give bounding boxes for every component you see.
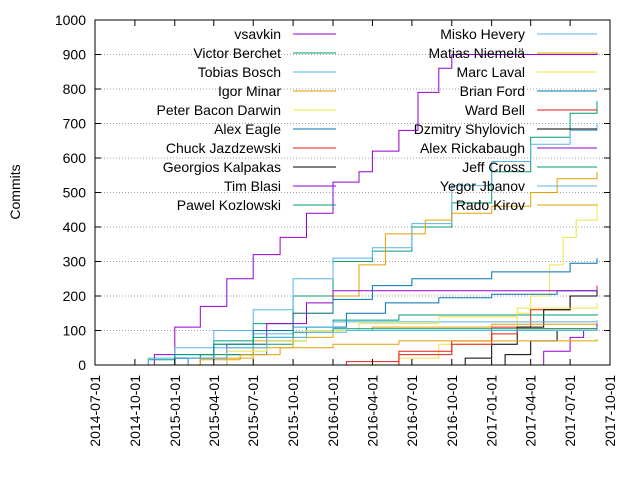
x-axis-ticks: 2014-07-01 2014-10-01 2015-01-01 2015-04-01…: [87, 20, 618, 447]
y-tick-label: 0: [78, 357, 86, 373]
series-lines: [134, 52, 598, 366]
x-tick-label: 2017-10-01: [602, 375, 618, 447]
legend-label: Yegor Jbanov: [440, 178, 525, 194]
x-tick-label: 2014-10-01: [127, 375, 143, 447]
series-line: [161, 339, 598, 366]
legend-label: Alex Eagle: [214, 121, 281, 137]
series-line: [134, 327, 598, 366]
legend-label: Brian Ford: [460, 83, 525, 99]
legend-label: Rado Kirov: [456, 197, 525, 213]
x-tick-label: 2015-10-01: [285, 375, 301, 447]
x-tick-label: 2016-10-01: [444, 375, 460, 447]
series-line: [346, 326, 598, 366]
legend-label: Tobias Bosch: [198, 64, 281, 80]
series-line: [438, 290, 598, 366]
y-tick-label: 1000: [55, 12, 86, 28]
x-tick-label: 2017-04-01: [523, 375, 539, 447]
y-tick-label: 900: [63, 47, 87, 63]
series-line: [188, 302, 598, 366]
series-line: [141, 52, 598, 366]
legend-label: Victor Berchet: [193, 45, 281, 61]
legend-label: Marc Laval: [457, 64, 525, 80]
legend-label: Peter Bacon Darwin: [156, 102, 281, 118]
y-tick-label: 100: [63, 323, 87, 339]
series-line: [134, 123, 598, 366]
legend-label: Matias Niemelä: [429, 45, 526, 61]
legend-label: Chuck Jazdzewski: [166, 140, 281, 156]
y-tick-label: 500: [63, 185, 87, 201]
series-line: [478, 325, 598, 366]
y-tick-label: 300: [63, 254, 87, 270]
legend-label: Pawel Kozlowski: [177, 197, 281, 213]
y-tick-label: 600: [63, 150, 87, 166]
series-line: [517, 323, 598, 366]
legend-label: Georgios Kalpakas: [163, 159, 281, 175]
legend-label: Misko Hevery: [440, 26, 525, 42]
legend-label: Ward Bell: [465, 102, 525, 118]
x-tick-label: 2017-07-01: [562, 375, 578, 447]
y-tick-label: 800: [63, 81, 87, 97]
legend-label: Dzmitry Shylovich: [414, 121, 525, 137]
legend-label: Igor Minar: [218, 83, 281, 99]
x-tick-label: 2015-01-01: [167, 375, 183, 447]
y-tick-label: 400: [63, 219, 87, 235]
x-tick-label: 2016-01-01: [325, 375, 341, 447]
x-tick-label: 2016-04-01: [364, 375, 380, 447]
x-tick-label: 2014-07-01: [87, 375, 103, 447]
x-tick-label: 2015-07-01: [245, 375, 261, 447]
y-axis-label: Commits: [7, 164, 23, 219]
x-tick-label: 2017-01-01: [484, 375, 500, 447]
x-tick-label: 2016-07-01: [404, 375, 420, 447]
series-line: [134, 258, 598, 366]
legend-label: vsavkin: [234, 26, 281, 42]
y-tick-label: 700: [63, 116, 87, 132]
y-axis-ticks: 0 100 200 300 400 500 600 700 800 900 1000: [55, 12, 610, 373]
y-tick-label: 200: [63, 288, 87, 304]
legend-label: Jeff Cross: [462, 159, 525, 175]
legend: vsavkin Victor Berchet Tobias Bosch Igor Mi…: [156, 26, 597, 213]
x-tick-label: 2015-04-01: [206, 375, 222, 447]
legend-label: Tim Blasi: [224, 178, 281, 194]
series-line: [148, 329, 598, 366]
legend-label: Alex Rickabaugh: [420, 140, 525, 156]
